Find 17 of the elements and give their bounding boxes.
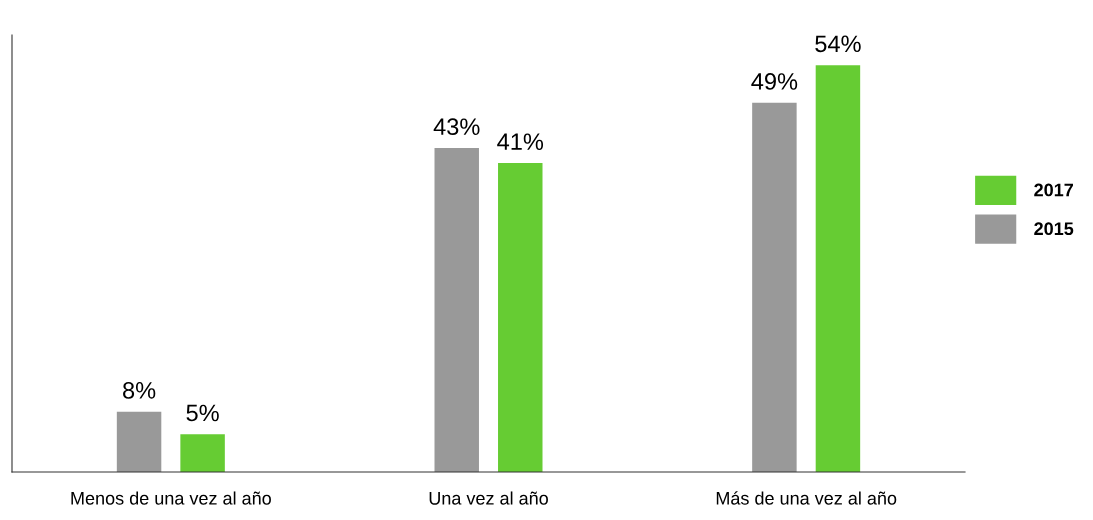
data-label: 41% [497,133,544,150]
bar [752,102,797,472]
data-label: 8% [123,382,156,399]
data-label: 49% [751,73,798,90]
legend-label: 2017 [1034,183,1073,197]
data-label: 54% [815,35,861,53]
bar [116,411,162,472]
x-tick-label: Más de una vez al año [716,491,897,505]
x-tick-label: Menos de una vez al año [71,491,271,505]
data-label: 5% [186,404,219,422]
bar [434,148,479,472]
bar [498,163,543,472]
bar [815,65,861,472]
bar [180,434,225,472]
data-label: 43% [433,118,480,136]
x-tick-label: Una vez al año [429,491,548,505]
legend-label: 2015 [1034,222,1074,236]
